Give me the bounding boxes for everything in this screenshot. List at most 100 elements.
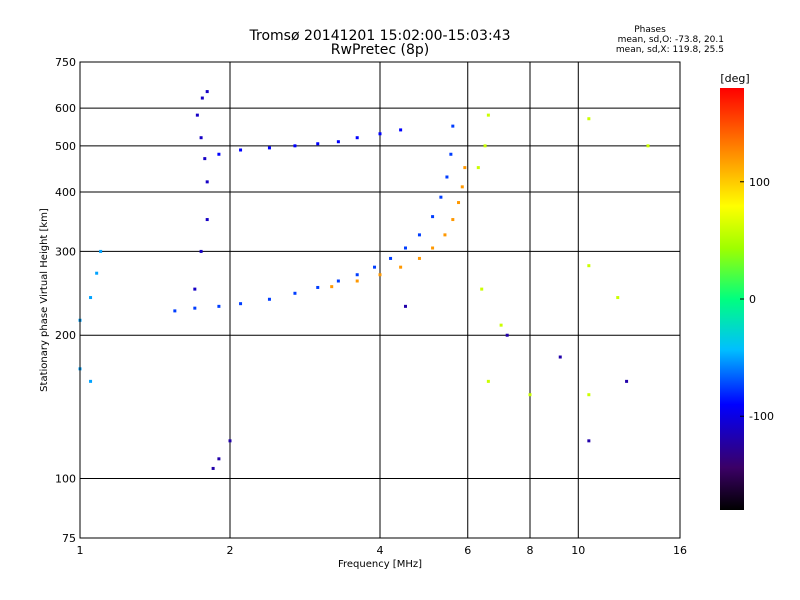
echo-series bbox=[78, 249, 103, 383]
colorbar-tick-label: 0 bbox=[749, 293, 756, 306]
echo-point bbox=[460, 185, 464, 189]
colorbar-tick-label: 100 bbox=[749, 176, 770, 189]
echo-series bbox=[476, 113, 650, 397]
echo-point bbox=[239, 148, 243, 152]
echo-point bbox=[558, 355, 562, 359]
plot-frame bbox=[79, 61, 681, 539]
echo-point bbox=[336, 279, 340, 283]
echo-point bbox=[431, 246, 435, 250]
echo-point bbox=[457, 201, 461, 205]
x-tick-label: 10 bbox=[571, 544, 585, 557]
echo-point bbox=[95, 271, 99, 275]
axis-ticks: 1 2 4 6 8 10 16 75 100 200 300 400 500 600 750 bbox=[55, 56, 687, 557]
x-tick-label: 8 bbox=[527, 544, 534, 557]
echo-point bbox=[330, 285, 334, 289]
echo-point bbox=[616, 296, 620, 300]
grid bbox=[80, 62, 680, 538]
colorbar-tick-label: -100 bbox=[749, 410, 774, 423]
echo-point bbox=[89, 379, 93, 383]
y-tick-label: 300 bbox=[55, 245, 76, 258]
echo-point bbox=[476, 166, 480, 170]
echo-point bbox=[200, 96, 204, 100]
echo-point bbox=[499, 323, 503, 327]
echo-point bbox=[203, 157, 207, 161]
y-tick-label: 400 bbox=[55, 186, 76, 199]
echo-point bbox=[173, 309, 177, 313]
echo-point bbox=[239, 302, 243, 306]
echo-point bbox=[355, 136, 359, 140]
echo-point bbox=[443, 233, 447, 237]
echo-point bbox=[399, 128, 403, 132]
colorbar-label: [deg] bbox=[720, 72, 749, 85]
echo-point bbox=[587, 393, 591, 397]
y-tick-label: 750 bbox=[55, 56, 76, 69]
echo-point bbox=[199, 136, 203, 140]
echo-point bbox=[99, 249, 103, 253]
y-tick-label: 75 bbox=[62, 532, 76, 545]
echo-point bbox=[403, 304, 407, 308]
chart-title-line2: RwPretec (8p) bbox=[331, 42, 429, 58]
echo-series bbox=[173, 124, 455, 313]
phase-heading: Phases bbox=[634, 25, 666, 35]
echo-points bbox=[78, 90, 650, 470]
y-tick-label: 600 bbox=[55, 102, 76, 115]
echo-point bbox=[355, 273, 359, 277]
echo-point bbox=[336, 140, 340, 144]
phase-stats-x: mean, sd,X: 119.8, 25.5 bbox=[616, 45, 724, 55]
echo-point bbox=[193, 306, 197, 310]
echo-point bbox=[267, 297, 271, 301]
echo-point bbox=[445, 175, 449, 179]
echo-point bbox=[228, 439, 232, 443]
chart-title-line1: Tromsø 20141201 15:02:00-15:03:43 bbox=[249, 28, 511, 44]
x-tick-label: 6 bbox=[464, 544, 471, 557]
echo-point bbox=[528, 393, 532, 397]
echo-point bbox=[463, 166, 467, 170]
echo-point bbox=[431, 215, 435, 219]
x-tick-label: 4 bbox=[377, 544, 384, 557]
echo-point bbox=[378, 132, 382, 136]
echo-point bbox=[587, 117, 591, 121]
echo-point bbox=[480, 287, 484, 291]
echo-point bbox=[587, 264, 591, 268]
echo-point bbox=[373, 265, 377, 269]
echo-point bbox=[199, 249, 203, 253]
echo-point bbox=[451, 218, 455, 222]
echo-point bbox=[293, 291, 297, 295]
echo-point bbox=[449, 152, 453, 156]
echo-series bbox=[330, 166, 467, 289]
echo-series bbox=[193, 90, 209, 291]
y-tick-label: 500 bbox=[55, 140, 76, 153]
echo-point bbox=[389, 256, 393, 260]
echo-point bbox=[293, 144, 297, 148]
y-axis-label: Stationary phase Virtual Height [km] bbox=[39, 208, 50, 392]
y-tick-label: 100 bbox=[55, 473, 76, 486]
y-tick-label: 200 bbox=[55, 329, 76, 342]
x-tick-label: 2 bbox=[227, 544, 234, 557]
echo-point bbox=[451, 124, 455, 128]
echo-point bbox=[403, 246, 407, 250]
echo-point bbox=[217, 304, 221, 308]
echo-point bbox=[316, 285, 320, 289]
echo-point bbox=[417, 233, 421, 237]
echo-point bbox=[399, 265, 403, 269]
echo-point bbox=[205, 180, 209, 184]
phase-stats-o: mean, sd,O: -73.8, 20.1 bbox=[618, 35, 724, 45]
colorbar-ticks: 100 0 -100 bbox=[740, 176, 774, 423]
echo-point bbox=[486, 113, 490, 117]
echo-point bbox=[378, 273, 382, 277]
echo-point bbox=[211, 466, 215, 470]
echo-point bbox=[205, 90, 209, 94]
echo-point bbox=[205, 218, 209, 222]
x-tick-label: 1 bbox=[77, 544, 84, 557]
echo-point bbox=[89, 296, 93, 300]
echo-point bbox=[316, 142, 320, 146]
echo-point bbox=[217, 152, 221, 156]
echo-point bbox=[417, 256, 421, 260]
echo-point bbox=[587, 439, 591, 443]
echo-point bbox=[355, 279, 359, 283]
echo-point bbox=[483, 144, 487, 148]
echo-point bbox=[193, 287, 197, 291]
echo-point bbox=[646, 144, 650, 148]
echo-point bbox=[439, 195, 443, 199]
echo-point bbox=[486, 379, 490, 383]
